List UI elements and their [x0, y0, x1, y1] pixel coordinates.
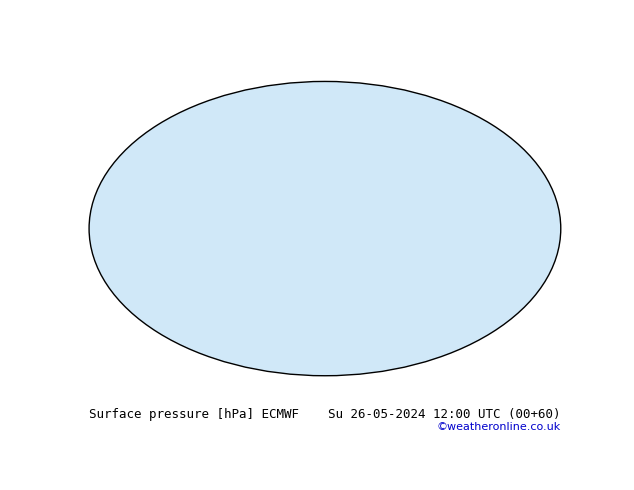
- Text: Su 26-05-2024 12:00 UTC (00+60): Su 26-05-2024 12:00 UTC (00+60): [328, 408, 561, 421]
- Text: Surface pressure [hPa] ECMWF: Surface pressure [hPa] ECMWF: [89, 408, 299, 421]
- Text: ©weatheronline.co.uk: ©weatheronline.co.uk: [437, 422, 561, 432]
- Ellipse shape: [89, 81, 561, 376]
